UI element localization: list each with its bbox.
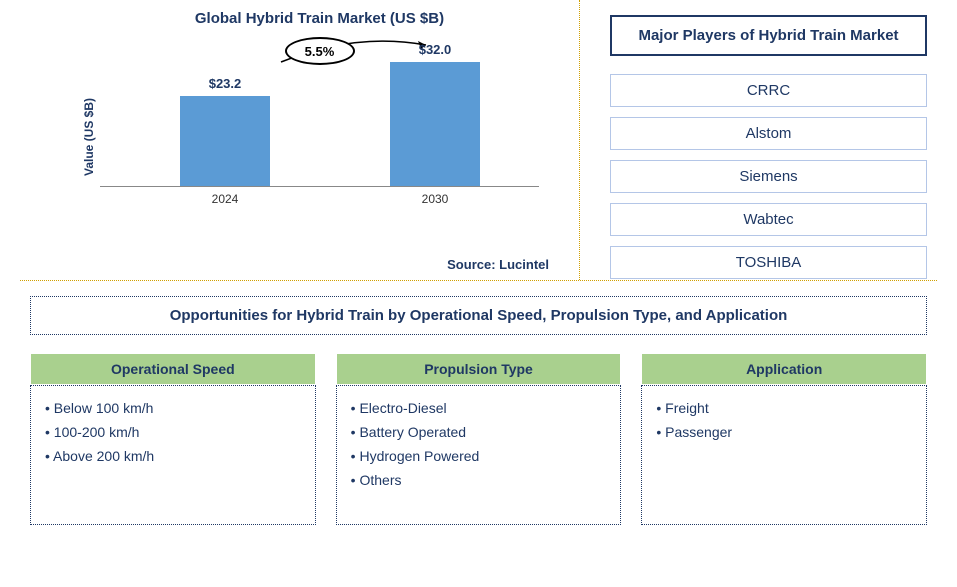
- x-axis-labels: 2024 2030: [100, 192, 539, 212]
- opp-item: Above 200 km/h: [45, 444, 301, 468]
- player-wabtec: Wabtec: [610, 203, 927, 236]
- opp-item: Freight: [656, 396, 912, 420]
- opportunities-section: Opportunities for Hybrid Train by Operat…: [0, 281, 957, 540]
- opp-item: Passenger: [656, 420, 912, 444]
- opp-header: Application: [641, 353, 927, 385]
- opp-item: Below 100 km/h: [45, 396, 301, 420]
- opp-body: Below 100 km/h100-200 km/hAbove 200 km/h: [30, 385, 316, 525]
- opp-col-propulsion-type: Propulsion TypeElectro-DieselBattery Ope…: [336, 353, 622, 525]
- opp-header: Propulsion Type: [336, 353, 622, 385]
- player-siemens: Siemens: [610, 160, 927, 193]
- chart-source: Source: Lucintel: [447, 257, 549, 272]
- growth-annotation: 5.5%: [285, 37, 355, 65]
- players-panel: Major Players of Hybrid Train Market CRR…: [580, 0, 957, 280]
- top-row: Global Hybrid Train Market (US $B) Value…: [0, 0, 957, 280]
- opp-header: Operational Speed: [30, 353, 316, 385]
- bar-label-2030: $32.0: [390, 42, 480, 57]
- player-alstom: Alstom: [610, 117, 927, 150]
- opportunities-title: Opportunities for Hybrid Train by Operat…: [30, 296, 927, 335]
- opp-item: Others: [351, 468, 607, 492]
- opp-item: 100-200 km/h: [45, 420, 301, 444]
- chart-area: Value (US $B) 5.5% $23.2$32.0 20242030: [80, 47, 559, 227]
- opp-item: Hydrogen Powered: [351, 444, 607, 468]
- bar-plot: 5.5% $23.2$32.0: [100, 47, 539, 187]
- players-title: Major Players of Hybrid Train Market: [610, 15, 927, 56]
- opp-col-operational-speed: Operational SpeedBelow 100 km/h100-200 k…: [30, 353, 316, 525]
- x-label-2030: 2030: [390, 192, 480, 206]
- opportunities-columns: Operational SpeedBelow 100 km/h100-200 k…: [30, 353, 927, 525]
- chart-title: Global Hybrid Train Market (US $B): [80, 10, 559, 27]
- opp-item: Electro-Diesel: [351, 396, 607, 420]
- opp-col-application: ApplicationFreightPassenger: [641, 353, 927, 525]
- opp-item: Battery Operated: [351, 420, 607, 444]
- x-label-2024: 2024: [180, 192, 270, 206]
- bar-2024: $23.2: [180, 96, 270, 186]
- opp-body: FreightPassenger: [641, 385, 927, 525]
- chart-panel: Global Hybrid Train Market (US $B) Value…: [0, 0, 580, 280]
- bar-label-2024: $23.2: [180, 76, 270, 91]
- y-axis-label: Value (US $B): [82, 98, 96, 176]
- growth-rate-oval: 5.5%: [285, 37, 355, 65]
- player-toshiba: TOSHIBA: [610, 246, 927, 279]
- opp-body: Electro-DieselBattery OperatedHydrogen P…: [336, 385, 622, 525]
- player-crrc: CRRC: [610, 74, 927, 107]
- bar-2030: $32.0: [390, 62, 480, 186]
